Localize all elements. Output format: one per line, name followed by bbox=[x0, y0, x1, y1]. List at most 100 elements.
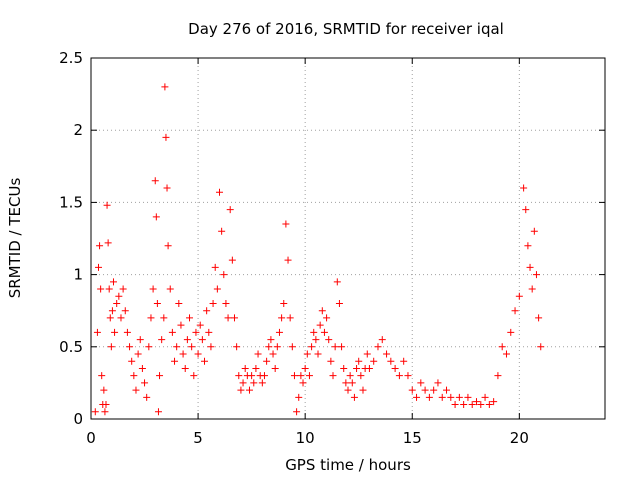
data-point bbox=[391, 364, 399, 372]
data-point bbox=[163, 184, 171, 192]
data-point bbox=[530, 227, 538, 235]
data-point bbox=[171, 357, 179, 365]
data-point bbox=[301, 364, 309, 372]
data-point bbox=[136, 336, 144, 344]
y-tick-label: 0.5 bbox=[59, 338, 83, 356]
x-tick-label: 20 bbox=[510, 429, 529, 447]
data-point bbox=[365, 364, 373, 372]
data-point bbox=[329, 372, 337, 380]
data-point bbox=[239, 379, 247, 387]
data-point bbox=[164, 242, 172, 250]
data-point bbox=[130, 372, 138, 380]
data-point bbox=[327, 357, 335, 365]
data-point bbox=[451, 401, 459, 409]
y-tick-label: 1.5 bbox=[59, 193, 83, 211]
data-point bbox=[447, 393, 455, 401]
data-point bbox=[97, 285, 105, 293]
data-point bbox=[312, 336, 320, 344]
data-point bbox=[316, 321, 324, 329]
data-point bbox=[353, 364, 361, 372]
data-point bbox=[190, 372, 198, 380]
data-point bbox=[123, 328, 131, 336]
data-point bbox=[485, 401, 493, 409]
data-point bbox=[494, 372, 502, 380]
data-point bbox=[158, 336, 166, 344]
y-axis-label: SRMTID / TECUs bbox=[6, 178, 24, 299]
data-point bbox=[194, 350, 202, 358]
data-point bbox=[507, 328, 515, 336]
data-point bbox=[134, 350, 142, 358]
data-point bbox=[430, 386, 438, 394]
data-point bbox=[378, 336, 386, 344]
data-point bbox=[216, 188, 223, 196]
data-point bbox=[181, 364, 189, 372]
data-point bbox=[188, 343, 196, 351]
data-point bbox=[284, 256, 292, 264]
data-point bbox=[344, 386, 352, 394]
data-point bbox=[218, 227, 226, 235]
x-tick-label: 5 bbox=[193, 429, 203, 447]
data-point bbox=[102, 401, 110, 409]
y-tick-label: 1 bbox=[73, 266, 83, 284]
data-point bbox=[207, 343, 215, 351]
data-point bbox=[106, 314, 114, 322]
data-point bbox=[515, 292, 523, 300]
data-point bbox=[222, 299, 230, 307]
data-point bbox=[226, 206, 234, 214]
data-point bbox=[237, 386, 245, 394]
data-point bbox=[310, 328, 318, 336]
data-point bbox=[357, 372, 365, 380]
data-point bbox=[192, 328, 200, 336]
data-point bbox=[94, 263, 102, 271]
data-point bbox=[128, 357, 136, 365]
data-point bbox=[363, 350, 371, 358]
data-point bbox=[205, 328, 213, 336]
data-point bbox=[443, 386, 451, 394]
data-point bbox=[417, 379, 425, 387]
data-point bbox=[278, 314, 286, 322]
y-tick-label: 2.5 bbox=[59, 49, 83, 67]
plot-frame bbox=[90, 57, 606, 420]
data-point bbox=[333, 278, 341, 286]
data-point bbox=[196, 321, 204, 329]
data-point bbox=[147, 314, 155, 322]
data-point bbox=[297, 372, 305, 380]
data-point bbox=[177, 321, 185, 329]
data-point bbox=[220, 271, 228, 279]
data-point bbox=[96, 242, 104, 250]
data-point bbox=[233, 343, 241, 351]
data-point bbox=[455, 393, 463, 401]
data-point bbox=[119, 285, 127, 293]
data-point bbox=[93, 328, 101, 336]
data-point bbox=[325, 336, 333, 344]
data-point bbox=[434, 379, 442, 387]
data-point bbox=[161, 83, 169, 91]
data-point bbox=[166, 285, 174, 293]
data-point bbox=[320, 328, 328, 336]
data-point bbox=[260, 372, 268, 380]
data-point bbox=[295, 393, 303, 401]
data-point bbox=[438, 393, 446, 401]
data-point bbox=[198, 336, 206, 344]
data-point bbox=[323, 314, 331, 322]
data-point bbox=[104, 239, 112, 247]
data-point bbox=[258, 379, 266, 387]
data-point bbox=[152, 213, 160, 221]
data-point bbox=[132, 386, 140, 394]
x-tick-label: 10 bbox=[296, 429, 315, 447]
data-point bbox=[404, 372, 412, 380]
data-point bbox=[173, 343, 181, 351]
data-point bbox=[91, 408, 99, 416]
data-point bbox=[154, 408, 162, 416]
data-point bbox=[524, 242, 532, 250]
data-point bbox=[117, 314, 125, 322]
data-point bbox=[109, 278, 117, 286]
data-point bbox=[105, 285, 113, 293]
data-point bbox=[153, 299, 161, 307]
data-point bbox=[113, 299, 121, 307]
data-point bbox=[498, 343, 506, 351]
data-point bbox=[400, 357, 408, 365]
data-point bbox=[235, 372, 243, 380]
data-point bbox=[275, 328, 283, 336]
data-point bbox=[288, 343, 296, 351]
